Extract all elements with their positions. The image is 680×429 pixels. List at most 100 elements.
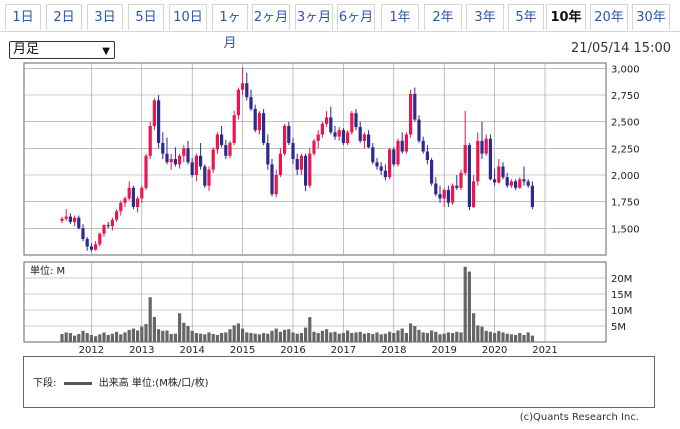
volume-bar: [211, 334, 215, 342]
volume-tick-label: 20M: [611, 274, 632, 285]
tab-7[interactable]: 2ヶ月: [252, 4, 290, 30]
candle-body: [476, 140, 480, 182]
candle-body: [186, 148, 190, 163]
candle-body: [320, 123, 324, 135]
volume-bar: [157, 329, 161, 342]
candle-body: [341, 130, 345, 143]
tab-underline: [0, 31, 680, 32]
tab-12[interactable]: 3年: [466, 4, 504, 30]
volume-bar: [127, 329, 131, 342]
y-tick-label: 2,500: [611, 118, 640, 129]
tab-15[interactable]: 20年: [590, 4, 628, 30]
volume-bar: [110, 333, 114, 342]
volume-bar: [320, 330, 324, 342]
candle-body: [446, 189, 450, 203]
volume-bar: [421, 332, 425, 342]
tab-6[interactable]: 1ヶ月: [212, 4, 248, 51]
candle-body: [493, 179, 497, 183]
volume-bar: [375, 332, 379, 342]
volume-bar: [455, 331, 459, 342]
candle-body: [241, 83, 245, 90]
tab-11[interactable]: 2年: [424, 4, 462, 30]
volume-bar: [194, 333, 198, 342]
volume-bar: [199, 333, 203, 342]
candle-body: [425, 151, 429, 161]
volume-bar: [85, 333, 89, 342]
volume-bar: [467, 271, 471, 342]
candle-body: [182, 148, 186, 156]
volume-bar: [484, 330, 488, 342]
volume-bar: [232, 325, 236, 342]
volume-bar: [358, 331, 362, 342]
candle-body: [388, 149, 392, 178]
volume-bar: [430, 330, 434, 342]
volume-bar: [68, 333, 72, 342]
tab-8[interactable]: 3ヶ月: [295, 4, 333, 30]
candle-body: [501, 166, 505, 178]
candle-body: [505, 177, 509, 186]
candle-body: [178, 155, 182, 165]
volume-bar: [203, 334, 207, 342]
x-tick-label: 2021: [532, 345, 557, 356]
candle-body: [530, 185, 534, 207]
candle-body: [232, 115, 236, 143]
volume-bar: [409, 323, 413, 342]
volume-unit-label: 単位: M: [30, 264, 65, 277]
y-tick-label: 2,750: [611, 91, 640, 102]
candle-body: [518, 179, 522, 188]
volume-bar: [173, 333, 177, 342]
volume-bar: [388, 331, 392, 342]
volume-bar: [182, 322, 186, 342]
x-tick-label: 2020: [482, 345, 507, 356]
tab-1[interactable]: 1日: [5, 4, 41, 30]
volume-bar: [274, 328, 278, 342]
tab-9[interactable]: 6ヶ月: [337, 4, 375, 30]
volume-bar: [64, 332, 68, 342]
volume-bar: [98, 334, 102, 342]
candle-body: [358, 127, 362, 141]
tab-14[interactable]: 10年: [546, 4, 586, 30]
tab-13[interactable]: 5年: [508, 4, 544, 30]
candle-body: [102, 225, 106, 234]
volume-bar: [299, 333, 303, 342]
volume-tick-label: 5M: [611, 322, 626, 333]
volume-bar: [514, 334, 518, 342]
candle-body: [203, 166, 207, 186]
candle-body: [480, 140, 484, 154]
candle-body: [220, 134, 224, 146]
volume-bar: [266, 333, 270, 342]
volume-bar: [312, 331, 316, 342]
candle-body: [291, 143, 295, 159]
candle-body: [455, 185, 459, 188]
tab-2[interactable]: 2日: [46, 4, 82, 30]
tab-10[interactable]: 1年: [381, 4, 419, 30]
candle-body: [127, 187, 131, 199]
candle-body: [85, 239, 89, 247]
tab-3[interactable]: 3日: [87, 4, 123, 30]
y-tick-label: 1,500: [611, 224, 640, 235]
candle-body: [199, 155, 203, 167]
period-select[interactable]: 月足 ▼: [9, 41, 115, 59]
volume-bar: [60, 334, 64, 342]
volume-bar: [451, 333, 455, 342]
volume-bar: [488, 331, 492, 342]
tab-4[interactable]: 5日: [128, 4, 164, 30]
volume-bar: [115, 331, 119, 342]
candle-body: [157, 100, 161, 143]
candle-body: [526, 181, 530, 186]
chevron-down-icon: ▼: [102, 46, 110, 57]
volume-bar: [73, 335, 77, 342]
volume-bar: [262, 333, 266, 342]
volume-bar: [497, 331, 501, 342]
x-tick-label: 2019: [431, 345, 456, 356]
candle-body: [325, 117, 329, 124]
legend-prefix: 下段:: [33, 378, 57, 389]
candle-body: [333, 132, 337, 137]
volume-bar: [316, 333, 320, 342]
x-tick-label: 2018: [381, 345, 406, 356]
candle-body: [316, 134, 320, 141]
candle-body: [304, 155, 308, 186]
tab-16[interactable]: 30年: [632, 4, 670, 30]
tab-5[interactable]: 10日: [169, 4, 207, 30]
x-tick-label: 2015: [230, 345, 255, 356]
